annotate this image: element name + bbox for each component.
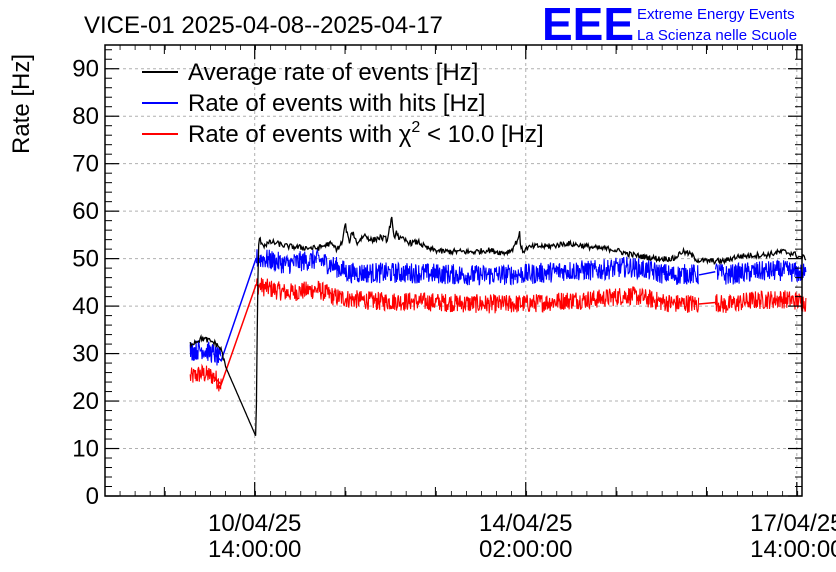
series-chi2-rate-band	[189, 277, 807, 392]
x-tick-label-time: 14:00:00	[750, 536, 836, 563]
legend-chi2-tail: < 10.0 [Hz]	[420, 121, 543, 148]
legend: Average rate of events [Hz] Rate of even…	[142, 59, 544, 148]
y-tick-label: 20	[72, 388, 99, 415]
x-tick-labels: 10/04/2514:00:0014/04/2502:00:0017/04/25…	[208, 510, 836, 563]
series-average-rate-line	[189, 216, 807, 436]
y-tick-label: 80	[72, 103, 99, 130]
y-tick-label: 90	[72, 56, 99, 83]
legend-label-hits: Rate of events with hits [Hz]	[188, 90, 485, 117]
y-tick-label: 50	[72, 246, 99, 273]
y-tick-label: 60	[72, 198, 99, 225]
series-hits-rate-band	[189, 249, 807, 366]
y-tick-label: 40	[72, 293, 99, 320]
y-axis-label: Rate [Hz]	[8, 54, 35, 154]
x-tick-label-date: 10/04/25	[208, 510, 301, 537]
y-tick-label: 70	[72, 151, 99, 178]
series-chi2-rate-gap-bridge	[698, 301, 716, 305]
data-series	[189, 216, 807, 436]
eee-logo-mark: EEE	[542, 0, 634, 50]
y-tick-label: 0	[86, 483, 99, 510]
x-tick-label-date: 14/04/25	[479, 510, 572, 537]
legend-chi2-main: Rate of events with χ	[188, 121, 412, 148]
logo-line-2: La Scienza nelle Scuole	[637, 27, 797, 44]
legend-chi2-superscript: 2	[411, 119, 420, 136]
eee-logo: EEE Extreme Energy Events La Scienza nel…	[542, 0, 797, 50]
x-tick-label-time: 14:00:00	[208, 536, 301, 563]
series-hits-rate-ramp	[212, 257, 264, 363]
x-tick-label-date: 17/04/25	[750, 510, 836, 537]
y-tick-label: 10	[72, 436, 99, 463]
series-hits-rate-gap-bridge	[698, 271, 716, 276]
y-tick-labels: 0 10 20 30 40 50 60 70 80 90	[72, 56, 99, 510]
logo-line-1: Extreme Energy Events	[637, 6, 795, 23]
legend-label-chi2: Rate of events with χ2 < 10.0 [Hz]	[188, 119, 544, 148]
plot-frame	[104, 44, 803, 497]
legend-label-average: Average rate of events [Hz]	[188, 59, 478, 86]
axis-ticks	[104, 45, 802, 497]
x-tick-label-time: 02:00:00	[479, 536, 572, 563]
chart-title: VICE-01 2025-04-08--2025-04-17	[84, 12, 443, 39]
y-tick-label: 30	[72, 341, 99, 368]
